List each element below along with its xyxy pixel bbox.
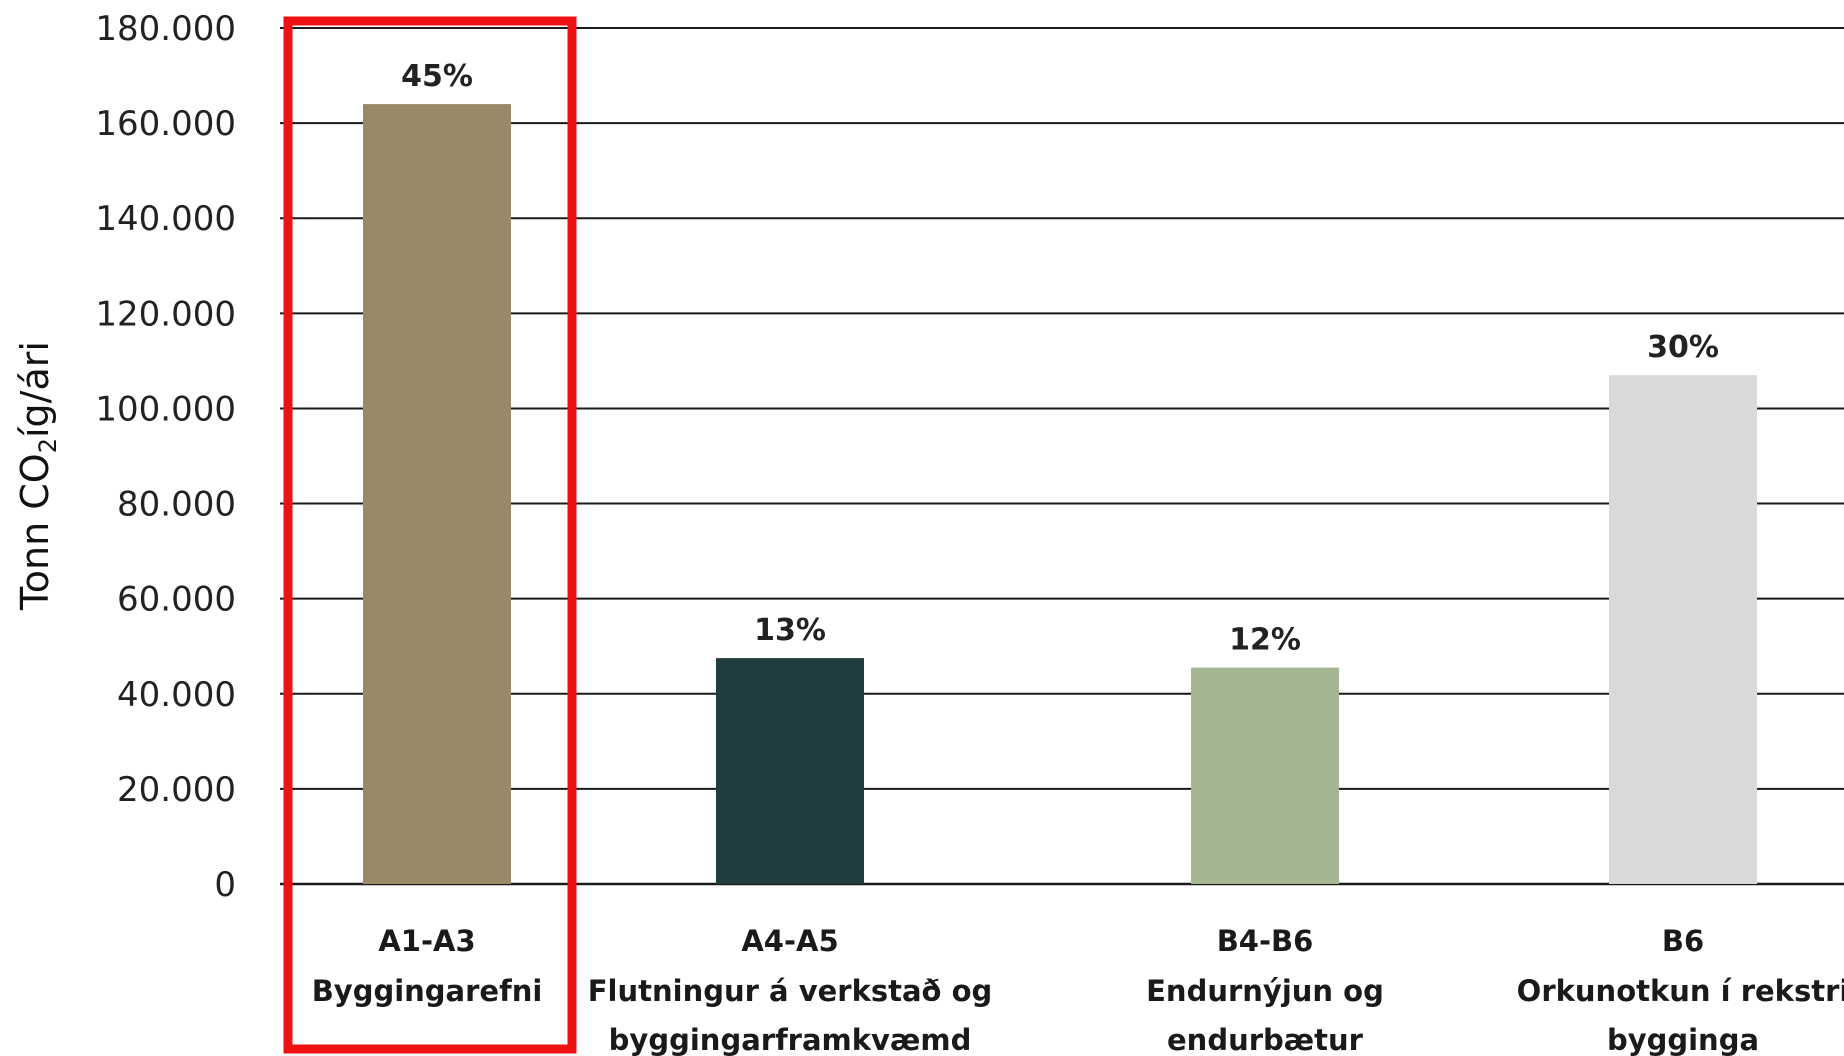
category-label: byggingarframkvæmd bbox=[609, 1023, 972, 1056]
bar bbox=[363, 104, 511, 885]
category-label: Flutningur á verkstað og bbox=[588, 974, 993, 1008]
y-tick-label: 160.000 bbox=[95, 104, 236, 144]
bars bbox=[363, 104, 1757, 885]
bar bbox=[1609, 375, 1757, 884]
category-code: B6 bbox=[1662, 924, 1704, 958]
percent-labels: 45% 13% 12% 30% bbox=[401, 59, 1719, 658]
category-code: A1-A3 bbox=[378, 924, 475, 958]
data-label: 30% bbox=[1647, 330, 1719, 365]
y-axis-label: Tonn CO2íg/ári bbox=[13, 341, 62, 611]
y-tick-label: 20.000 bbox=[117, 770, 236, 810]
y-tick-label: 100.000 bbox=[95, 389, 236, 429]
y-tick-label: 80.000 bbox=[117, 485, 236, 525]
category-label: Endurnýjun og bbox=[1146, 974, 1384, 1008]
y-axis-ticks: 0 20.000 40.000 60.000 80.000 100.000 120.000 1… bbox=[95, 9, 236, 905]
y-tick-label: 140.000 bbox=[95, 199, 236, 239]
category-label: Orkunotkun í rekstri bbox=[1517, 974, 1844, 1008]
category-label: endurbætur bbox=[1167, 1023, 1364, 1056]
bar bbox=[1191, 667, 1339, 884]
y-tick-label: 120.000 bbox=[95, 294, 236, 334]
highlight-box bbox=[283, 16, 577, 1054]
y-tick-label: 180.000 bbox=[95, 9, 236, 49]
category-label: Byggingarefni bbox=[312, 974, 543, 1008]
data-label: 13% bbox=[754, 613, 826, 648]
y-axis-label-main: Tonn CO bbox=[13, 453, 57, 611]
gridlines bbox=[280, 27, 1844, 886]
y-tick-label: 0 bbox=[214, 865, 236, 905]
category-labels: A1-A3 Byggingarefni A4-A5 Flutningur á verk… bbox=[312, 924, 1844, 1056]
category-label: bygginga bbox=[1607, 1023, 1759, 1056]
data-label: 45% bbox=[401, 59, 473, 94]
y-tick-label: 40.000 bbox=[117, 675, 236, 715]
data-label: 12% bbox=[1229, 623, 1301, 658]
bar bbox=[716, 658, 864, 884]
category-code: A4-A5 bbox=[741, 924, 838, 958]
y-axis-label-tail: íg/ári bbox=[13, 341, 57, 438]
y-tick-label: 60.000 bbox=[117, 580, 236, 620]
y-axis-label-subscript: 2 bbox=[34, 438, 62, 453]
category-code: B4-B6 bbox=[1217, 924, 1314, 958]
